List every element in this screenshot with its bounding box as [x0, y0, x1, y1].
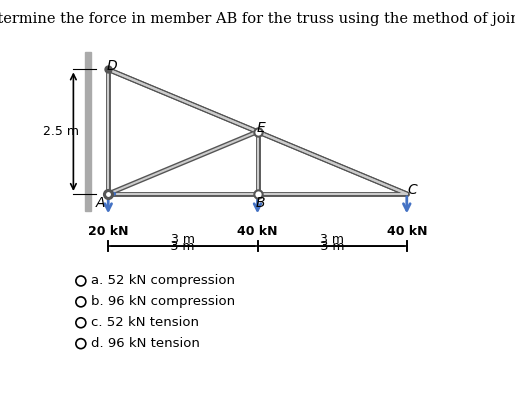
Text: b. 96 kN compression: b. 96 kN compression — [91, 296, 235, 309]
Text: — 3 m —: — 3 m — — [154, 240, 211, 253]
Text: E: E — [257, 121, 266, 135]
Bar — [85, 52, 91, 211]
Text: C: C — [408, 183, 418, 197]
Text: 40 kN: 40 kN — [237, 225, 278, 238]
Text: Determine the force in member AB for the truss using the method of joints.: Determine the force in member AB for the… — [0, 12, 515, 26]
Text: a. 52 kN compression: a. 52 kN compression — [91, 274, 235, 287]
Text: 20 kN: 20 kN — [88, 225, 128, 238]
Text: B: B — [255, 196, 265, 210]
Text: 3 m: 3 m — [171, 233, 195, 246]
Text: c. 52 kN tension: c. 52 kN tension — [91, 316, 199, 329]
Text: 2.5 m: 2.5 m — [43, 125, 79, 138]
Text: D: D — [107, 59, 117, 72]
Text: — 3 m —: — 3 m — — [304, 240, 360, 253]
Text: d. 96 kN tension: d. 96 kN tension — [91, 337, 200, 350]
Text: 3 m: 3 m — [320, 233, 344, 246]
Text: 40 kN: 40 kN — [387, 225, 427, 238]
Text: A: A — [96, 196, 106, 210]
